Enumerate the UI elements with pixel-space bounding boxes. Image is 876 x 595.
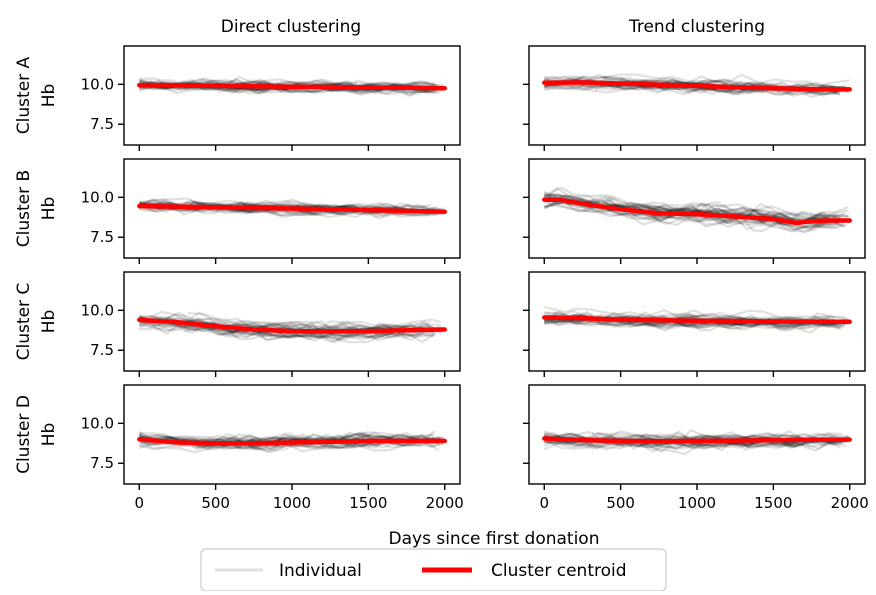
- x-tick-label: 500: [201, 494, 230, 512]
- individual-line: [544, 83, 765, 96]
- individual-line: [544, 428, 833, 443]
- centroid-line: [137, 203, 447, 214]
- row-label: Cluster D: [14, 395, 34, 474]
- individual-line: [139, 77, 436, 88]
- centroid-line: [542, 436, 852, 444]
- y-tick-label: 10.0: [81, 75, 114, 93]
- x-tick-label: 1500: [349, 494, 387, 512]
- x-tick-label: 500: [606, 494, 635, 512]
- individual-line: [543, 190, 847, 222]
- individual-line: [544, 436, 838, 450]
- centroid-line: [137, 82, 447, 91]
- legend-individual-label: Individual: [279, 561, 362, 581]
- y-tick-label: 10.0: [81, 301, 114, 319]
- centroid-line: [137, 317, 447, 334]
- individual-line: [602, 73, 850, 87]
- individual-line: [139, 322, 435, 342]
- individual-line: [543, 316, 842, 331]
- individual-line: [211, 321, 441, 335]
- x-tick-label: 2000: [831, 494, 869, 512]
- legend: Individual Cluster centroid: [200, 548, 667, 592]
- individual-line: [154, 320, 432, 341]
- y-tick-label: 7.5: [90, 341, 114, 359]
- x-tick-label: 0: [134, 494, 144, 512]
- individual-line: [139, 439, 392, 451]
- individual-line: [138, 430, 435, 446]
- individual-line: [139, 201, 431, 216]
- panel-3-1: 0 500 1000 1500 2000: [523, 384, 869, 512]
- x-tick-label: 1000: [678, 494, 716, 512]
- individual-line: [544, 439, 843, 456]
- x-axis-label: Days since first donation: [389, 529, 600, 549]
- column-title-trend: Trend clustering: [628, 17, 765, 37]
- panel-2-1: [523, 271, 866, 377]
- individual-line: [138, 432, 371, 446]
- individual-line: [187, 311, 442, 330]
- individual-line: [138, 313, 434, 333]
- y-tick-label: 10.0: [81, 188, 114, 206]
- panel-3-0: 7.5 10.0 0 500 1000 1500 2000 Cluster D Hb: [14, 384, 464, 512]
- y-axis-label: Hb: [39, 310, 59, 334]
- panel-2-0: 7.5 10.0 Cluster C Hb: [14, 271, 461, 377]
- legend-centroid-label: Cluster centroid: [491, 561, 627, 581]
- row-label: Cluster A: [14, 56, 34, 134]
- x-tick-label: 2000: [426, 494, 464, 512]
- y-tick-label: 7.5: [90, 454, 114, 472]
- individual-line: [549, 196, 844, 229]
- individual-line: [139, 199, 445, 214]
- y-tick-label: 7.5: [90, 115, 114, 133]
- individual-line: [544, 194, 836, 219]
- row-label: Cluster C: [14, 283, 34, 361]
- individual-line: [187, 311, 393, 331]
- individual-line: [544, 318, 841, 333]
- individual-line: [544, 81, 849, 97]
- individual-line: [543, 80, 840, 97]
- individual-traces: [543, 186, 850, 234]
- individual-line: [582, 208, 839, 233]
- panel-0-1: [523, 45, 866, 151]
- individual-line: [565, 196, 831, 226]
- panel-1-1: [523, 158, 866, 264]
- individual-line: [139, 323, 434, 344]
- centroid-line: [542, 80, 852, 92]
- x-tick-label: 0: [539, 494, 549, 512]
- y-tick-label: 7.5: [90, 228, 114, 246]
- y-axis-label: Hb: [39, 84, 59, 108]
- individual-line: [138, 439, 445, 454]
- individual-line: [138, 318, 428, 344]
- individual-line: [586, 199, 832, 226]
- individual-line: [544, 436, 848, 450]
- y-axis-label: Hb: [39, 423, 59, 447]
- panel-0-0: 7.5 10.0 Cluster A Hb: [14, 45, 461, 151]
- individual-line: [544, 305, 781, 319]
- individual-line: [544, 76, 839, 90]
- individual-line: [184, 328, 406, 342]
- individual-line: [139, 84, 439, 95]
- panel-1-0: 7.5 10.0 Cluster B Hb: [14, 158, 461, 264]
- individual-line: [582, 200, 811, 224]
- column-title-direct: Direct clustering: [221, 17, 361, 37]
- row-label: Cluster B: [14, 170, 34, 247]
- individual-line: [138, 320, 400, 344]
- individual-line: [544, 318, 835, 334]
- individual-line: [544, 319, 846, 332]
- centroid-line: [542, 197, 852, 226]
- individual-line: [544, 204, 836, 233]
- individual-line: [640, 440, 798, 453]
- individual-traces: [138, 310, 444, 344]
- y-axis-label: Hb: [39, 197, 59, 221]
- x-tick-label: 1500: [754, 494, 792, 512]
- centroid-line: [542, 315, 852, 325]
- individual-line: [543, 186, 849, 219]
- x-tick-label: 1000: [273, 494, 311, 512]
- individual-line: [543, 203, 847, 234]
- individual-line: [628, 321, 837, 332]
- individual-line: [544, 312, 837, 327]
- y-tick-label: 10.0: [81, 414, 114, 432]
- centroid-line: [137, 437, 447, 446]
- individual-line: [139, 320, 435, 340]
